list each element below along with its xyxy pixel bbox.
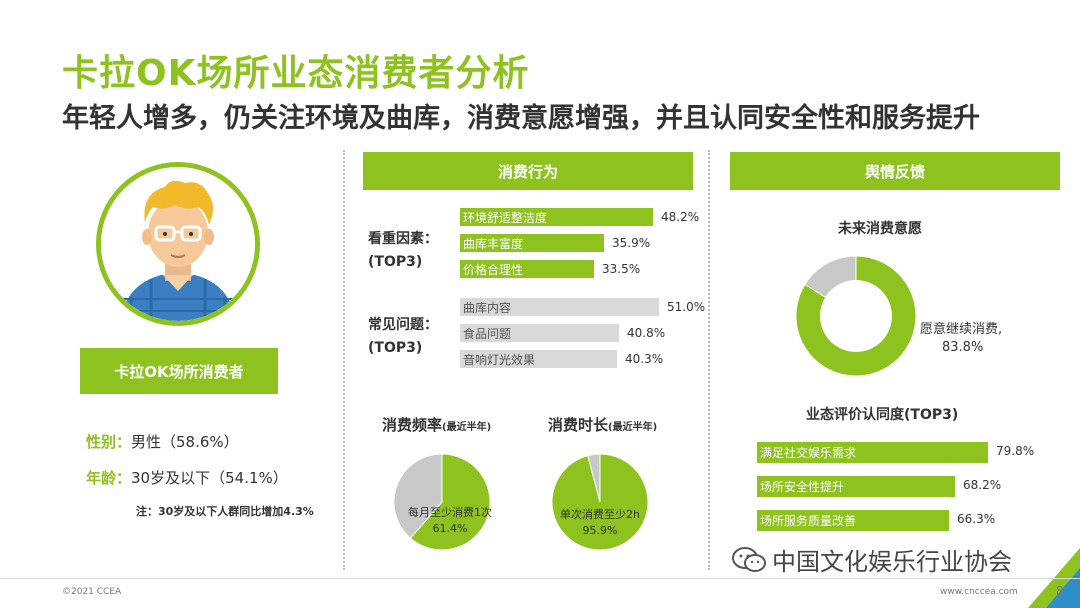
focus-pct: 35.9%	[612, 236, 651, 250]
avatar	[96, 162, 260, 326]
frequency-pie-slice-rest	[393, 453, 443, 539]
duration-pie-label: 单次消费至少2h	[560, 508, 640, 521]
footer-line	[0, 578, 1080, 579]
focus-label: 看重因素：	[368, 231, 438, 247]
intent-label: 愿意继续消费,	[920, 322, 1003, 337]
recognition-pct: 68.2%	[963, 478, 1002, 492]
divider-left	[343, 150, 345, 570]
corner-decoration	[1028, 548, 1080, 608]
duration-title-note: (最近半年)	[608, 422, 658, 433]
intent-donut-hole	[820, 280, 892, 352]
intent-donut	[795, 255, 917, 377]
duration-pie-pct: 95.9%	[582, 524, 618, 537]
recognition-title: 业态评价认同度(TOP3)	[806, 407, 959, 423]
intent-pct: 83.8%	[942, 340, 984, 355]
age-stat: 年龄：30岁及以下（54.1%）	[86, 467, 288, 488]
frequency-pie	[393, 453, 491, 551]
focus-pct: 33.5%	[602, 262, 641, 276]
gender-value: 男性（58.6%）	[131, 433, 239, 451]
duration-title: 消费时长(最近半年)	[548, 414, 657, 435]
frequency-pie-label: 每月至少消费1次	[408, 506, 492, 519]
public-opinion-band: 舆情反馈	[730, 152, 1060, 190]
gender-key: 性别：	[86, 433, 132, 451]
frequency-pie-pct: 61.4%	[432, 522, 468, 535]
problem-pct: 40.8%	[627, 326, 666, 340]
footer-site[interactable]: www.cnccea.com	[940, 587, 1018, 597]
problem-bar: 曲库内容	[460, 298, 659, 316]
recognition-bar: 场所安全性提升	[757, 476, 955, 497]
focus-bar: 环境舒适整洁度	[460, 208, 653, 226]
frequency-title: 消费频率(最近半年)	[382, 414, 491, 435]
problems-label: 常见问题：	[368, 317, 438, 333]
recognition-pct: 66.3%	[957, 512, 996, 526]
duration-title-text: 消费时长	[548, 416, 609, 434]
intent-title: 未来消费意愿	[838, 221, 922, 237]
frequency-title-text: 消费频率	[382, 416, 443, 434]
focus-bar: 曲库丰富度	[460, 234, 604, 252]
divider-right	[708, 150, 710, 570]
consumption-behavior-band: 消费行为	[363, 152, 693, 190]
focus-pct: 48.2%	[661, 210, 700, 224]
page-subtitle: 年轻人增多，仍关注环境及曲库，消费意愿增强，并且认同安全性和服务提升	[62, 103, 980, 134]
recognition-bar: 场所服务质量改善	[757, 510, 949, 531]
wechat-icon	[732, 546, 766, 572]
watermark: 中国文化娱乐行业协会	[732, 542, 1012, 577]
age-value: 30岁及以下（54.1%）	[131, 469, 288, 487]
page-number: 8	[1056, 584, 1064, 598]
age-note: 注：30岁及以下人群同比增加4.3%	[136, 505, 314, 518]
watermark-text: 中国文化娱乐行业协会	[772, 548, 1012, 576]
page-title: 卡拉OK场所业态消费者分析	[62, 53, 530, 94]
problem-bar: 食品问题	[460, 324, 619, 342]
duration-pie-slice-rest	[587, 453, 601, 503]
frequency-title-note: (最近半年)	[442, 422, 492, 433]
age-key: 年龄：	[86, 469, 132, 487]
recognition-pct: 79.8%	[996, 444, 1035, 458]
duration-pie	[551, 453, 649, 551]
problem-pct: 51.0%	[667, 300, 706, 314]
young-man-avatar-icon	[101, 167, 255, 321]
frequency-pie-slice-main	[409, 453, 491, 551]
problems-sublabel: (TOP3)	[368, 340, 423, 356]
problem-pct: 40.3%	[625, 352, 664, 366]
recognition-bar: 满足社交娱乐需求	[757, 442, 988, 463]
problem-bar: 音响灯光效果	[460, 350, 617, 368]
focus-bar: 价格合理性	[460, 260, 594, 278]
consumer-band: 卡拉OK场所消费者	[80, 348, 278, 394]
gender-stat: 性别：男性（58.6%）	[86, 431, 239, 452]
focus-sublabel: (TOP3)	[368, 254, 423, 270]
footer-copyright: ©2021 CCEA	[62, 587, 122, 597]
